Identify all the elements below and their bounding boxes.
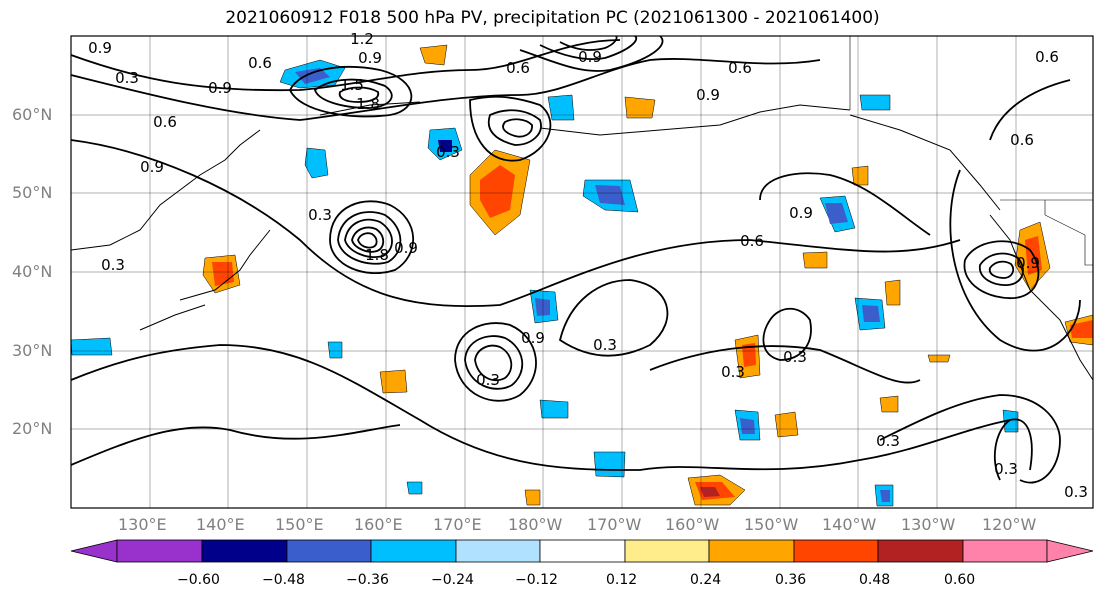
contour-label: 0.9 (88, 39, 112, 57)
colorbar-tick: 0.48 (859, 572, 891, 588)
contour-label: 0.9 (789, 204, 813, 222)
colorbar-tick: −0.48 (262, 572, 305, 588)
contour-label: 0.3 (308, 206, 332, 224)
pv-contours (70, 35, 1081, 484)
contour-label: 0.9 (521, 329, 545, 347)
map-title: 2021060912 F018 500 hPa PV, precipitatio… (225, 8, 880, 28)
lat-label: 40°N (12, 262, 53, 281)
colorbar-tick: −0.60 (177, 572, 220, 588)
contour-label: 0.9 (1016, 254, 1040, 272)
lon-label: 170°E (433, 515, 482, 534)
contour-label: 0.6 (506, 59, 530, 77)
contour-label: 0.9 (140, 158, 164, 176)
contour-label: 0.6 (153, 113, 177, 131)
contour-label: 0.3 (1064, 483, 1088, 501)
colorbar-tick: −0.24 (431, 572, 474, 588)
contour-label: 0.3 (876, 432, 900, 450)
contour-label: 0.3 (101, 256, 125, 274)
contour-label: 0.3 (436, 143, 460, 161)
contour-label: 0.9 (578, 48, 602, 66)
contour-label: 1.2 (350, 30, 374, 48)
contour-label: 0.3 (783, 348, 807, 366)
map-frame (70, 35, 1094, 509)
contour-label: 0.3 (593, 336, 617, 354)
contour-label: 0.9 (696, 86, 720, 104)
lat-label: 20°N (12, 419, 53, 438)
contour-label: 0.6 (1010, 131, 1034, 149)
contour-label: 0.9 (394, 239, 418, 257)
lon-label: 130°E (118, 515, 167, 534)
graticule (71, 36, 1093, 508)
contour-label: 0.3 (721, 363, 745, 381)
colorbar-tick: 0.24 (690, 572, 722, 588)
lon-label: 140°W (822, 515, 877, 534)
lon-label: 170°W (587, 515, 642, 534)
colorbar-tick: 0.60 (944, 572, 976, 588)
colorbar-max-arrow (1046, 539, 1094, 563)
colorbar (70, 539, 1094, 563)
lon-label: 160°W (665, 515, 720, 534)
lon-label: 150°E (275, 515, 324, 534)
lon-label: 160°E (354, 515, 403, 534)
coastlines (70, 101, 1094, 381)
contour-label: 0.9 (208, 79, 232, 97)
lat-label: 50°N (12, 183, 53, 202)
contour-label: 0.3 (994, 460, 1018, 478)
lon-label: 120°W (982, 515, 1037, 534)
contour-label: 0.3 (115, 69, 139, 87)
colorbar-tick: 0.12 (606, 572, 638, 588)
borders (849, 36, 1093, 266)
contour-label: 1.8 (365, 246, 389, 264)
contour-label: 0.6 (728, 59, 752, 77)
colorbar-tick: −0.36 (346, 572, 389, 588)
contour-label: 0.6 (248, 54, 272, 72)
colorbar-tick: 0.36 (775, 572, 807, 588)
lon-label: 130°W (901, 515, 956, 534)
contour-label: 1.8 (356, 95, 380, 113)
lon-label: 180°W (508, 515, 563, 534)
lon-label: 140°E (196, 515, 245, 534)
colorbar-min-arrow (70, 539, 118, 563)
contour-label: 0.9 (358, 49, 382, 67)
lon-label: 150°W (744, 515, 799, 534)
contour-label-group: 0.9 0.6 0.3 0.9 1.2 0.9 1.5 1.8 0.6 0.3 … (88, 30, 1088, 501)
colorbar-tick: −0.12 (515, 572, 558, 588)
contour-label: 0.3 (476, 371, 500, 389)
contour-label: 0.6 (1035, 48, 1059, 66)
contour-label: 0.6 (740, 232, 764, 250)
lat-label: 30°N (12, 341, 53, 360)
lat-label: 60°N (12, 105, 53, 124)
contour-label: 1.5 (340, 76, 364, 94)
map-area (71, 36, 1093, 508)
